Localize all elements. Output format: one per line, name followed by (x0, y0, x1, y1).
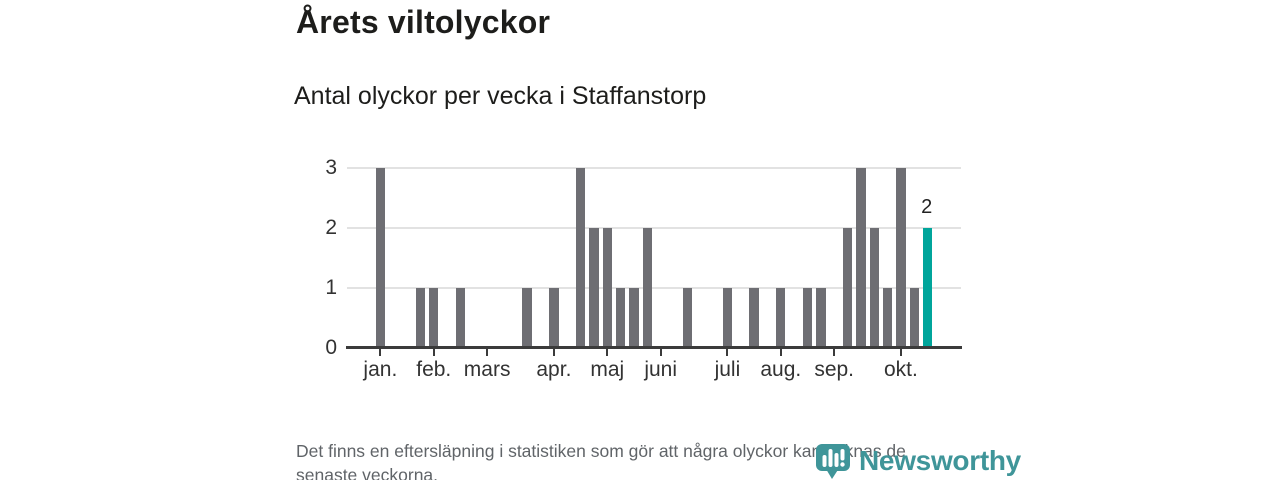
bar-week-8 (455, 287, 466, 348)
bar-week-17 (575, 168, 586, 348)
x-tick-aug (779, 348, 782, 356)
x-axis-label-apr: apr. (536, 358, 572, 381)
x-axis-label-juni: juni (644, 358, 678, 381)
highlight-value-label: 2 (921, 196, 933, 218)
footnote: Det finns en eftersläpning i statistiken… (296, 441, 906, 480)
bar-week-40 (882, 287, 893, 348)
gridline-y1 (347, 286, 961, 289)
y-axis-label-0: 0 (325, 335, 337, 359)
bar-week-42 (909, 287, 919, 348)
x-tick-juni (659, 348, 662, 356)
newsworthy-bubble-chart-icon (814, 442, 855, 480)
bar-week-37 (842, 228, 853, 348)
bar-week-28 (722, 287, 733, 348)
x-tick-jan (379, 348, 382, 356)
x-axis-label-juli: juli (714, 358, 741, 381)
newsworthy-logo: Newsworthy (814, 442, 1021, 480)
x-axis-label-aug: aug. (760, 358, 802, 381)
y-axis-label-3: 3 (325, 156, 337, 180)
x-tick-apr (552, 348, 555, 356)
bar-week-15 (549, 287, 559, 348)
bar-week-2 (375, 168, 386, 348)
bar-week-13 (522, 287, 532, 348)
page-title: Årets viltolyckor (296, 4, 551, 40)
y-axis-label-2: 2 (325, 216, 337, 240)
gridline-y3 (347, 167, 961, 170)
x-axis-label-okt: okt. (883, 358, 918, 381)
bar-week-30 (749, 287, 759, 348)
bar-week-35 (816, 287, 826, 348)
bar-week-18 (589, 228, 599, 348)
x-axis-line (346, 346, 962, 349)
bar-week-43-highlighted (922, 228, 933, 348)
x-tick-juli (726, 348, 729, 356)
x-axis-label-jan: jan. (363, 358, 398, 381)
x-tick-sep (833, 348, 836, 356)
bar-week-5 (415, 287, 426, 348)
x-tick-feb (432, 348, 435, 356)
gridline-y2 (347, 227, 961, 230)
x-axis-label-mars: mars (463, 358, 511, 381)
bar-week-21 (629, 287, 639, 348)
bar-week-25 (682, 287, 693, 348)
x-tick-mars (486, 348, 489, 356)
bar-week-34 (802, 287, 813, 348)
bar-week-19 (602, 228, 612, 348)
x-axis-label-maj: maj (590, 358, 625, 381)
x-axis-label-feb: feb. (416, 358, 452, 381)
x-tick-okt (899, 348, 902, 356)
x-tick-maj (606, 348, 609, 356)
chart-subtitle: Antal olyckor per vecka i Staffanstorp (294, 82, 707, 110)
bar-week-41 (896, 168, 906, 348)
newsworthy-logo-text: Newsworthy (859, 445, 1021, 476)
bar-week-39 (869, 228, 879, 348)
bar-week-22 (642, 228, 653, 348)
x-axis-label-sep: sep. (814, 358, 855, 381)
bar-week-32 (776, 287, 786, 348)
bar-week-38 (856, 168, 866, 348)
bar-week-6 (429, 287, 439, 348)
bar-week-20 (615, 287, 626, 348)
y-axis-label-1: 1 (325, 275, 337, 299)
